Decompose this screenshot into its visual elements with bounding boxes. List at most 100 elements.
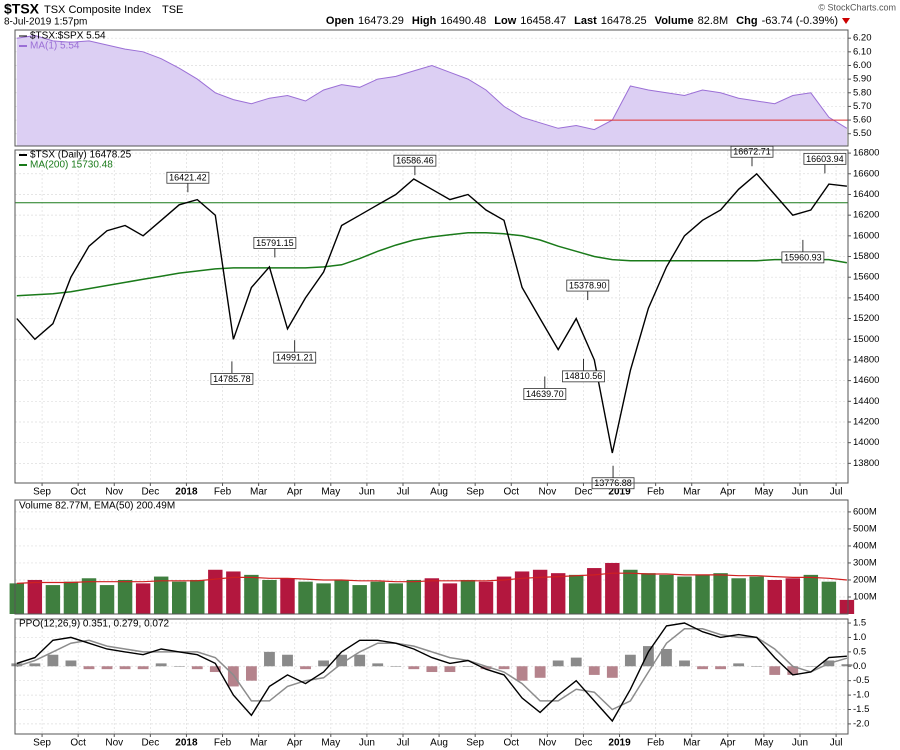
annotation-box (253, 237, 297, 249)
volume-bar (45, 585, 61, 614)
index-name: TSX Composite Index (44, 4, 151, 16)
y-tick-label: 200M (853, 574, 877, 585)
panel (15, 150, 848, 483)
histogram-bar (137, 666, 149, 670)
y-tick-label: 5.80 (853, 87, 872, 98)
x-tick-label: 2019 (608, 487, 631, 498)
quote-value: 16458.47 (520, 15, 566, 27)
y-tick-label: 5.90 (853, 74, 872, 85)
x-tick-label: Sep (466, 738, 484, 749)
volume-bar (803, 574, 819, 614)
legend-entry: PPO(12,26,9) 0.351, 0.279, 0.072 (19, 619, 170, 630)
exchange: TSE (162, 4, 183, 16)
annotation-label: 14785.78 (213, 374, 251, 384)
annotation-box (566, 279, 610, 292)
series-line (16, 628, 848, 711)
credit: © StockCharts.com (818, 2, 896, 12)
y-tick-label: 500M (853, 523, 877, 534)
annotation-box (166, 171, 210, 184)
quote: Open 16473.29 High 16490.48 Low 16458.47 Last 1… (326, 15, 838, 27)
histogram-bar (697, 666, 708, 670)
y-tick-label: 16400 (853, 189, 879, 200)
histogram-bar (426, 666, 438, 673)
y-tick-label: 14800 (853, 354, 879, 365)
legend-entry: MA(200) 15730.48 (30, 160, 113, 171)
quote-value: -63.74 (-0.39%) (762, 15, 838, 27)
volume-bar (99, 585, 115, 614)
y-tick-label: 6.10 (853, 46, 872, 57)
histogram-bar (245, 666, 257, 681)
y-tick-label: 15400 (853, 292, 879, 303)
quote-value: 16490.48 (440, 15, 486, 27)
x-tick-label: Nov (105, 487, 123, 498)
histogram-bar (390, 666, 402, 667)
x-tick-label: May (321, 487, 340, 498)
histogram-bar (787, 666, 799, 675)
series-line (16, 231, 848, 297)
y-tick-label: 15600 (853, 272, 879, 283)
volume-bar (785, 578, 800, 614)
x-tick-label: Feb (214, 487, 232, 498)
panel (15, 619, 848, 734)
x-tick-label: Mar (250, 738, 268, 749)
x-tick-label: Nov (105, 738, 123, 749)
histogram-bar (11, 663, 23, 667)
y-tick-label: 0.0 (853, 661, 866, 672)
legend-entry: $TSX:$SPX 5.54 (30, 31, 106, 42)
x-tick-label: Mar (683, 738, 701, 749)
panel-frame (14, 149, 849, 484)
x-tick-label: Aug (430, 738, 448, 749)
x-tick-label: Oct (503, 487, 519, 498)
y-tick-label: 400M (853, 540, 877, 551)
x-tick-label: Mar (250, 487, 268, 498)
histogram-bar (570, 657, 582, 667)
volume-bar (27, 579, 43, 614)
volume-bar (81, 578, 97, 614)
legend-entry: MA(1) 5.54 (30, 41, 80, 52)
histogram-bar (715, 666, 727, 670)
volume-bar (352, 585, 367, 614)
histogram-bar (841, 664, 853, 667)
x-tick-label: 2018 (175, 487, 198, 498)
histogram-bar (336, 654, 348, 667)
x-tick-label: Apr (287, 487, 303, 498)
volume-bar (839, 599, 855, 614)
histogram-bar (661, 648, 672, 667)
volume-bar (641, 573, 656, 614)
histogram-bar (318, 660, 329, 667)
histogram-bar (534, 666, 546, 678)
annotation-label: 16586.46 (396, 156, 434, 166)
y-tick-label: 5.70 (853, 101, 872, 112)
histogram-bar (282, 654, 293, 667)
y-tick-label: -0.5 (853, 675, 869, 686)
x-tick-label: Feb (647, 738, 665, 749)
y-tick-label: 1.0 (853, 632, 866, 643)
quote-label: Chg (736, 15, 757, 27)
volume-bar (677, 576, 692, 614)
y-tick-label: 15800 (853, 251, 879, 262)
x-tick-label: Jun (359, 738, 375, 749)
area (16, 35, 847, 146)
volume-bar (370, 581, 385, 614)
y-tick-label: 6.00 (853, 60, 872, 71)
quote-label: Volume (655, 15, 694, 27)
x-tick-label: Jun (792, 487, 808, 498)
histogram-bar (552, 660, 564, 667)
volume-bar (514, 571, 530, 614)
y-tick-label: 15200 (853, 313, 879, 324)
volume-bar (226, 571, 241, 614)
histogram-bar (191, 666, 203, 670)
histogram-bar (173, 666, 185, 667)
quote-label: Last (574, 15, 597, 27)
annotation-label: 14639.70 (526, 389, 564, 399)
panel-frame (14, 29, 849, 147)
x-tick-label: Apr (720, 487, 736, 498)
y-tick-label: 14400 (853, 396, 879, 407)
quote-value: 16473.29 (358, 15, 404, 27)
quote-label: High (412, 15, 437, 27)
volume-bar (334, 579, 349, 614)
volume-bar (442, 583, 458, 614)
annotation-box (781, 251, 825, 264)
volume-bar (208, 569, 223, 614)
quote-label: Open (326, 15, 354, 27)
